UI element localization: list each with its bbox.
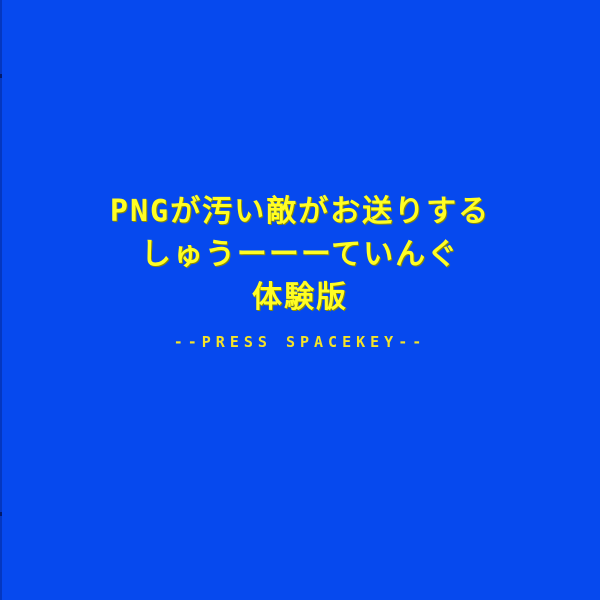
title-line-2: しゅうーーーていんぐ (140, 237, 460, 272)
title-line-3: 体験版 (252, 280, 348, 315)
game-title: PNGが汚い敵がお送りする しゅうーーーていんぐ 体験版 (0, 190, 600, 319)
edge-tick (0, 512, 2, 516)
screen-left-edge (0, 0, 2, 600)
press-space-prompt: --PRESS SPACEKEY-- (173, 333, 427, 351)
title-line-1: PNGが汚い敵がお送りする (109, 194, 491, 229)
edge-tick (0, 74, 2, 78)
